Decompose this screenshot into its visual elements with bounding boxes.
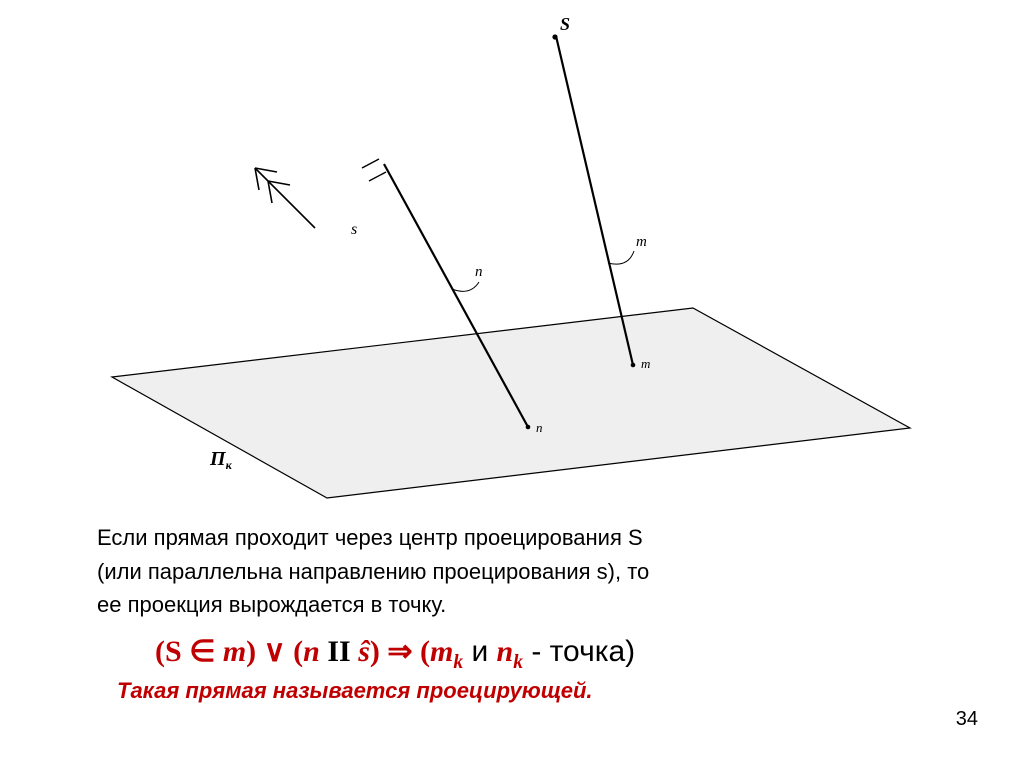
f-open3: ( (413, 635, 431, 668)
point-n-proj (526, 425, 531, 430)
point-s-dot (552, 34, 557, 39)
f-close1: ) (246, 635, 264, 668)
label-m-line: m (636, 234, 647, 250)
f-nk: n (497, 635, 514, 668)
line-m (556, 36, 633, 365)
label-n-proj: n (536, 420, 543, 435)
label-n-line: n (475, 264, 483, 280)
f-in: ∈ (189, 635, 215, 668)
projection-diagram: Πк S m m n n s (0, 0, 1024, 520)
parallel-ticks (362, 159, 386, 181)
f-subk2: k (513, 652, 523, 673)
f-subk1: k (453, 652, 463, 673)
f-n: n (303, 635, 327, 668)
plane-label: Πк (209, 448, 233, 472)
direction-s-line (255, 168, 315, 228)
f-tail: - точка) (523, 635, 635, 668)
plane-pi (112, 308, 910, 498)
f-shat: ŝ (351, 635, 370, 668)
conclusion-text: Такая прямая называется проецирующей. (117, 678, 593, 704)
text-line-2: (или параллельна направлению проецирован… (97, 557, 927, 587)
arc-m (608, 251, 634, 264)
point-m-proj (631, 363, 636, 368)
label-m-proj: m (641, 356, 650, 371)
formula: (S ∈ m) ∨ (n II ŝ) ⇒ (mk и nk - точка) (155, 634, 635, 674)
f-par: II (327, 635, 350, 668)
text-line-3: ее проекция вырождается в точку. (97, 590, 927, 620)
f-open1: (S (155, 635, 189, 668)
page-number: 34 (956, 708, 978, 731)
f-imp: ⇒ (387, 635, 412, 668)
point-s-label: S (560, 14, 570, 34)
arc-n (452, 282, 479, 291)
f-close2: ) (370, 635, 388, 668)
f-open2: ( (286, 635, 304, 668)
f-or: ∨ (264, 635, 286, 668)
f-m: m (215, 635, 246, 668)
description-text: Если прямая проходит через центр проецир… (97, 523, 927, 624)
text-line-1: Если прямая проходит через центр проецир… (97, 523, 927, 553)
f-mk: m (430, 635, 453, 668)
label-s-direction: s (351, 221, 357, 238)
f-and: и (463, 635, 496, 668)
